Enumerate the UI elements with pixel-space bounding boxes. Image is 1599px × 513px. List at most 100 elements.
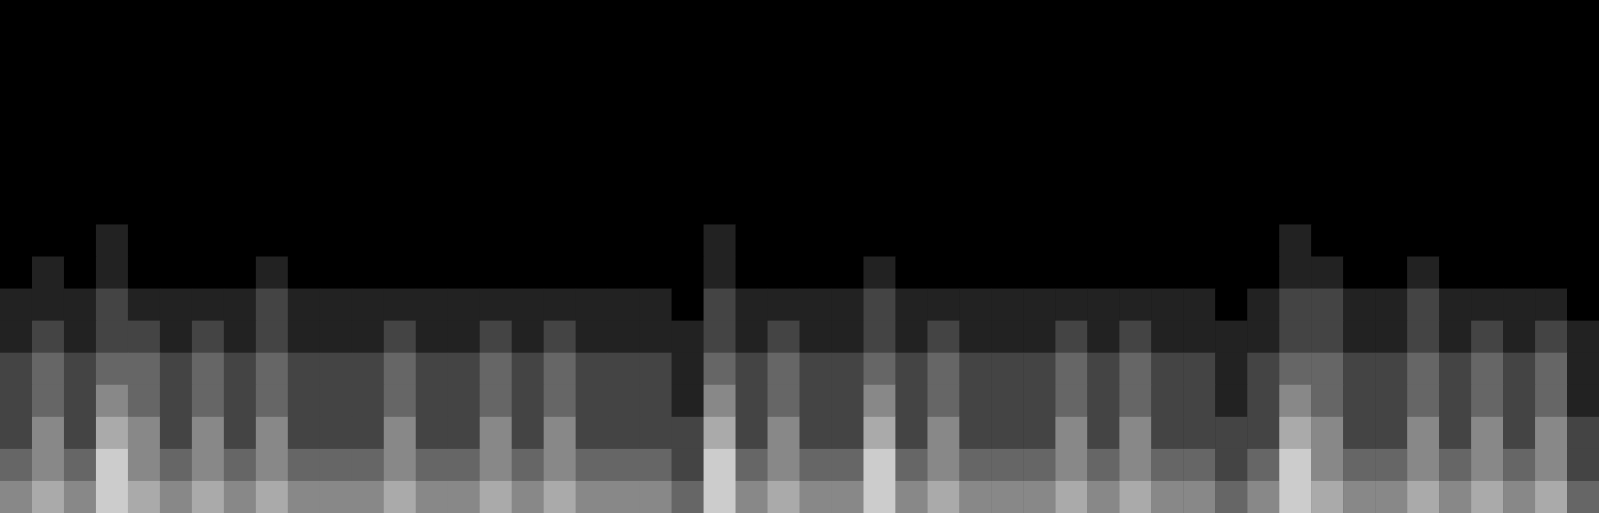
heatmap-cell <box>1375 385 1407 418</box>
heatmap-cell <box>1407 289 1439 322</box>
heatmap-cell <box>895 481 927 513</box>
heatmap-cell <box>32 481 64 513</box>
heatmap-cell <box>1471 160 1503 193</box>
heatmap-cell <box>192 385 224 418</box>
heatmap-cell <box>1023 321 1055 354</box>
heatmap-cell <box>927 128 959 161</box>
heatmap-cell <box>512 64 544 97</box>
heatmap-cell <box>384 321 416 354</box>
heatmap-cell <box>96 32 128 65</box>
heatmap-cell <box>352 289 384 322</box>
heatmap-cell <box>224 192 256 225</box>
heatmap-cell <box>544 32 576 65</box>
heatmap-cell <box>1023 32 1055 65</box>
heatmap-cell <box>895 32 927 65</box>
heatmap-cell <box>64 32 96 65</box>
heatmap-cell <box>256 32 288 65</box>
heatmap-cell <box>640 257 672 290</box>
heatmap-cell <box>1215 481 1247 513</box>
heatmap-cell <box>608 64 640 97</box>
heatmap-cell <box>96 128 128 161</box>
heatmap-cell <box>160 224 192 257</box>
heatmap-cell <box>959 192 991 225</box>
heatmap-cell <box>256 353 288 386</box>
heatmap-cell <box>1503 96 1535 129</box>
heatmap-cell <box>1311 353 1343 386</box>
heatmap-cell <box>224 417 256 450</box>
heatmap-cell <box>1183 64 1215 97</box>
heatmap-cell <box>1503 353 1535 386</box>
heatmap-cell <box>448 224 480 257</box>
heatmap-cell <box>1055 449 1087 482</box>
heatmap-cell <box>288 481 320 513</box>
heatmap-cell <box>1215 128 1247 161</box>
heatmap-cell <box>32 417 64 450</box>
heatmap-cell <box>831 160 863 193</box>
heatmap-cell <box>1247 481 1279 513</box>
heatmap-cell <box>800 192 832 225</box>
heatmap-cell <box>1055 385 1087 418</box>
heatmap-cell <box>1119 417 1151 450</box>
heatmap-cell <box>416 257 448 290</box>
heatmap-cell <box>800 128 832 161</box>
heatmap-cell <box>1087 64 1119 97</box>
heatmap-cell <box>32 385 64 418</box>
heatmap-cell <box>736 385 768 418</box>
heatmap-cell <box>1311 160 1343 193</box>
heatmap-cell <box>544 160 576 193</box>
spectrogram-chart <box>0 0 1599 513</box>
heatmap-cell <box>1183 32 1215 65</box>
heatmap-cell <box>384 417 416 450</box>
heatmap-cell <box>1439 289 1471 322</box>
heatmap-cell <box>1183 96 1215 129</box>
heatmap-cell <box>736 96 768 129</box>
heatmap-cell <box>1471 289 1503 322</box>
heatmap-cell <box>768 32 800 65</box>
heatmap-cell <box>416 96 448 129</box>
heatmap-cell <box>320 224 352 257</box>
heatmap-cell <box>800 32 832 65</box>
heatmap-cell <box>448 481 480 513</box>
heatmap-cell <box>991 321 1023 354</box>
heatmap-cell <box>1375 449 1407 482</box>
heatmap-cell <box>1023 257 1055 290</box>
heatmap-cell <box>448 385 480 418</box>
heatmap-cell <box>1055 160 1087 193</box>
heatmap-cell <box>1247 224 1279 257</box>
heatmap-cell <box>576 96 608 129</box>
heatmap-cell <box>512 192 544 225</box>
heatmap-cell <box>160 449 192 482</box>
heatmap-cell <box>1311 289 1343 322</box>
heatmap-cell <box>224 321 256 354</box>
heatmap-cell <box>1119 449 1151 482</box>
heatmap-cell <box>320 289 352 322</box>
heatmap-cell <box>128 160 160 193</box>
heatmap-cell <box>1535 289 1567 322</box>
heatmap-cell <box>416 289 448 322</box>
heatmap-cell <box>1503 449 1535 482</box>
heatmap-cell <box>1503 224 1535 257</box>
heatmap-cell <box>608 32 640 65</box>
heatmap-cell <box>1343 0 1375 33</box>
heatmap-cell <box>863 224 895 257</box>
heatmap-cell <box>1119 0 1151 33</box>
heatmap-cell <box>672 289 704 322</box>
heatmap-cell <box>1471 449 1503 482</box>
heatmap-cell <box>192 321 224 354</box>
heatmap-cell <box>1055 32 1087 65</box>
heatmap-cell <box>959 32 991 65</box>
heatmap-cell <box>608 321 640 354</box>
heatmap-cell <box>1439 481 1471 513</box>
heatmap-cell <box>608 96 640 129</box>
heatmap-cell <box>768 385 800 418</box>
heatmap-cell <box>256 257 288 290</box>
heatmap-cell <box>320 257 352 290</box>
heatmap-cell <box>0 0 32 33</box>
heatmap-cell <box>544 224 576 257</box>
heatmap-cell <box>608 385 640 418</box>
heatmap-cell <box>416 32 448 65</box>
heatmap-cell <box>768 64 800 97</box>
heatmap-cell <box>352 192 384 225</box>
heatmap-cell <box>32 0 64 33</box>
heatmap-cell <box>1311 481 1343 513</box>
